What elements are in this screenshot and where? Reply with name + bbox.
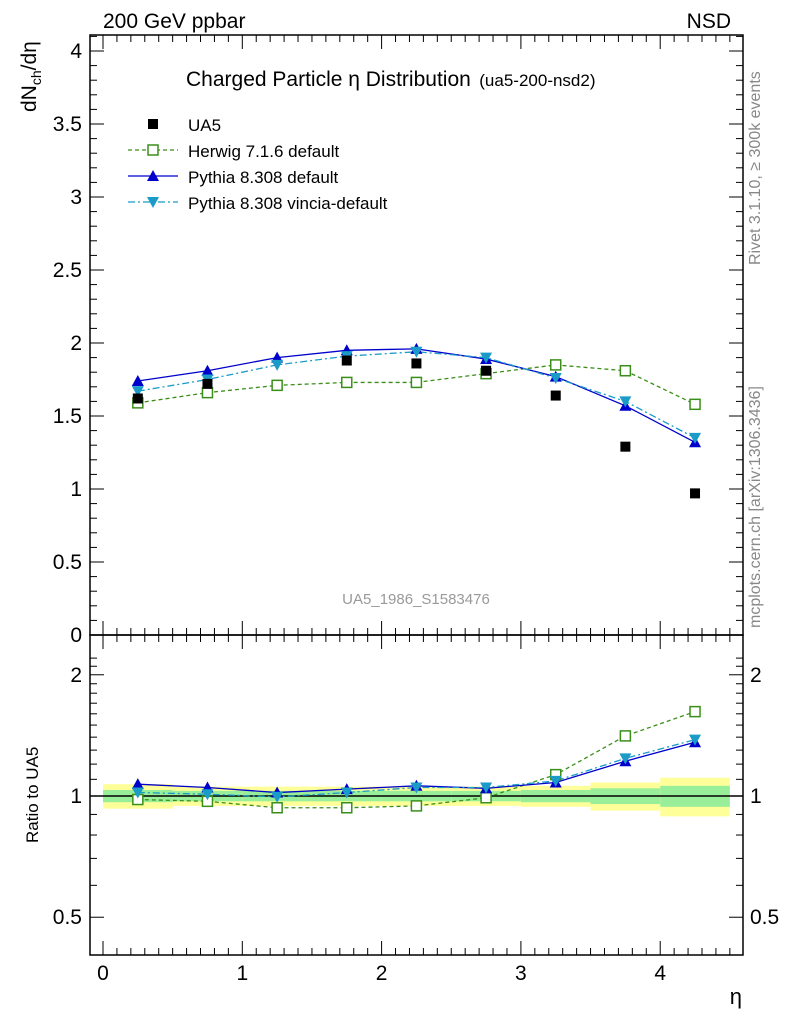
data-point-ua5 xyxy=(620,441,631,452)
x-tick-label: 2 xyxy=(376,962,388,985)
data-point-herwig-7-1-6-default xyxy=(689,398,701,411)
ratio-point-pythia-8-308-vincia-default xyxy=(410,782,423,794)
data-point-ua5 xyxy=(550,390,561,401)
ratio-point-pythia-8-308-vincia-default xyxy=(619,753,632,765)
ratio-point-herwig-7-1-6-default xyxy=(480,792,492,804)
data-point-pythia-8-308-default xyxy=(201,364,214,376)
chart-title: Charged Particle η Distribution (ua5-200… xyxy=(186,68,596,91)
header-energy: 200 GeV ppbar xyxy=(103,10,245,33)
ratio-point-herwig-7-1-6-default xyxy=(689,705,701,718)
data-point-pythia-8-308-vincia-default xyxy=(619,396,632,408)
axis-ticks: 0 1 2 3 4 0 0.5 1 1.5 2 2.5 3 3.5 4 0.5 0.5 1 1 2 2 xyxy=(53,35,779,985)
data-point-herwig-7-1-6-default xyxy=(410,376,423,389)
legend: UA5 Herwig 7.1.6 default Pythia 8.308 de… xyxy=(128,116,388,213)
y-tick-label: 3 xyxy=(70,186,82,209)
data-point-ua5 xyxy=(202,378,213,389)
header-process: NSD xyxy=(687,10,731,33)
series-markers xyxy=(131,342,702,814)
ratio-tick-label-right: 1 xyxy=(750,785,762,808)
ratio-point-herwig-7-1-6-default xyxy=(341,802,353,814)
ratio-tick-label-left: 2 xyxy=(70,664,82,687)
data-point-herwig-7-1-6-default xyxy=(271,379,283,392)
data-point-pythia-8-308-vincia-default xyxy=(131,386,144,398)
x-tick-label: 1 xyxy=(236,962,248,985)
ratio-panel-frame xyxy=(89,634,744,956)
y-tick-label: 1.5 xyxy=(53,405,82,428)
y-tick-label: 4 xyxy=(70,40,82,63)
legend-pythia-marker xyxy=(147,170,159,181)
y-tick-label: 2.5 xyxy=(53,259,82,282)
ratio-point-pythia-8-308-vincia-default xyxy=(480,782,493,794)
ratio-point-pythia-8-308-vincia-default xyxy=(271,791,284,803)
rivet-version-text: Rivet 3.1.10, ≥ 300k events xyxy=(747,71,764,265)
chart-title-sub: (ua5-200-nsd2) xyxy=(479,71,595,90)
ratio-point-pythia-8-308-default xyxy=(131,778,144,790)
ratio-line-pythia-8-308-vincia-default xyxy=(137,739,696,798)
y-tick-label: 1 xyxy=(70,478,82,501)
top-ylabel: dNch/dη xyxy=(18,41,44,112)
ratio-point-pythia-8-308-vincia-default xyxy=(549,775,562,787)
y-tick-label: 2 xyxy=(70,332,82,355)
ratio-point-herwig-7-1-6-default xyxy=(410,800,423,812)
legend-herwig-label: Herwig 7.1.6 default xyxy=(188,142,339,161)
ratio-point-herwig-7-1-6-default xyxy=(619,730,632,742)
y-tick-label: 3.5 xyxy=(53,113,82,136)
data-point-ua5 xyxy=(411,358,422,369)
data-point-ua5 xyxy=(690,488,701,499)
ratio-point-pythia-8-308-vincia-default xyxy=(340,787,353,799)
ratio-point-pythia-8-308-vincia-default xyxy=(201,789,214,801)
ratio-point-pythia-8-308-vincia-default xyxy=(689,734,702,746)
y-tick-label: 0.5 xyxy=(53,551,82,574)
data-point-ua5 xyxy=(341,355,352,366)
ratio-tick-label-left: 0.5 xyxy=(53,906,82,929)
data-point-herwig-7-1-6-default xyxy=(619,364,632,377)
data-point-pythia-8-308-vincia-default xyxy=(480,352,493,364)
analysis-watermark: UA5_1986_S1583476 xyxy=(342,591,490,608)
legend-vincia-label: Pythia 8.308 vincia-default xyxy=(188,194,388,213)
ratio-tick-label-left: 1 xyxy=(70,785,82,808)
ratio-tick-label-right: 0.5 xyxy=(750,906,779,929)
data-point-pythia-8-308-default xyxy=(271,351,284,363)
x-tick-label: 4 xyxy=(654,962,666,985)
x-axis-label: η xyxy=(730,984,742,1009)
data-point-pythia-8-308-default xyxy=(131,374,144,386)
data-point-pythia-8-308-vincia-default xyxy=(549,373,562,385)
data-point-ua5 xyxy=(132,393,143,404)
data-point-pythia-8-308-vincia-default xyxy=(689,432,702,444)
data-point-pythia-8-308-vincia-default xyxy=(271,359,284,371)
data-point-herwig-7-1-6-default xyxy=(201,386,214,399)
data-point-herwig-7-1-6-default xyxy=(549,359,562,371)
ratio-point-pythia-8-308-vincia-default xyxy=(131,787,144,799)
series-line-herwig-7-1-6-default xyxy=(137,364,696,405)
x-tick-label: 0 xyxy=(97,962,109,985)
series-lines xyxy=(137,348,696,809)
legend-pythia-label: Pythia 8.308 default xyxy=(188,168,339,187)
data-point-ua5 xyxy=(481,365,492,376)
ratio-point-herwig-7-1-6-default xyxy=(271,802,283,814)
x-tick-label: 3 xyxy=(515,962,527,985)
legend-vincia-marker xyxy=(147,197,159,208)
chart-title-main: Charged Particle η Distribution xyxy=(186,68,471,91)
legend-ua5-label: UA5 xyxy=(188,116,221,135)
mcplots-credit-text: mcplots.cern.ch [arXiv:1306.3436] xyxy=(747,386,764,628)
legend-ua5-marker xyxy=(148,119,158,129)
ratio-line-herwig-7-1-6-default xyxy=(137,711,696,809)
data-point-herwig-7-1-6-default xyxy=(341,376,353,389)
y-tick-label: 0 xyxy=(70,624,82,647)
ratio-ylabel: Ratio to UA5 xyxy=(23,747,42,843)
ratio-tick-label-right: 2 xyxy=(750,664,762,687)
legend-herwig-marker xyxy=(147,144,159,156)
data-point-pythia-8-308-vincia-default xyxy=(410,346,423,358)
